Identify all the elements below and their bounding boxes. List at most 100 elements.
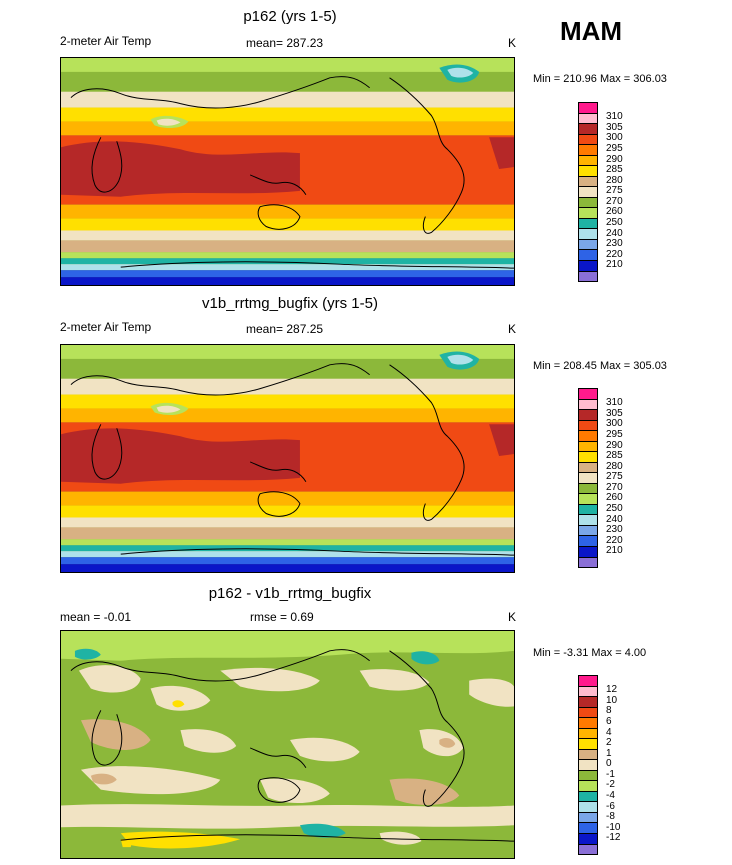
colorbar-swatch (579, 124, 597, 135)
panel3-minmax-label: Min = -3.31 Max = 4.00 (533, 647, 647, 659)
colorbar-swatch (579, 686, 597, 698)
colorbar-tick-label: -6 (606, 800, 615, 812)
colorbar-swatch (579, 781, 597, 792)
colorbar-tick-label: -2 (606, 779, 615, 791)
colorbar-swatch (579, 218, 597, 230)
colorbar-swatch (579, 760, 597, 771)
colorbar-swatch (579, 833, 597, 845)
colorbar-swatch (579, 802, 597, 813)
colorbar-swatch (579, 229, 597, 240)
colorbar-tick-label: 210 (606, 545, 623, 557)
colorbar-swatch (579, 504, 597, 516)
colorbar-tick-label: 250 (606, 217, 623, 229)
colorbar-swatch (579, 166, 597, 177)
colorbar-swatch (579, 536, 597, 547)
colorbar-swatch (579, 134, 597, 146)
colorbar-swatch (579, 410, 597, 421)
colorbar-tick-label: 10 (606, 694, 618, 706)
colorbar-swatch (579, 707, 597, 719)
colorbar-swatch (579, 462, 597, 474)
colorbar-swatch (579, 515, 597, 526)
colorbar-swatch (579, 697, 597, 708)
colorbar-swatch (579, 239, 597, 251)
colorbar-swatch (579, 452, 597, 463)
colorbar-swatch (579, 844, 597, 855)
colorbar-swatch (579, 525, 597, 537)
colorbar-swatch (579, 155, 597, 167)
colorbar-swatch (579, 260, 597, 272)
panel1-variable-label: 2-meter Air Temp (60, 34, 152, 48)
colorbar-tick-label: 4 (606, 726, 612, 738)
colorbar-tick-label: 280 (606, 460, 623, 472)
colorbar-tick-label: 12 (606, 684, 618, 696)
colorbar-tick-label: 275 (606, 185, 623, 197)
colorbar-tick-label: 280 (606, 174, 623, 186)
panel2-minmax-label: Min = 208.45 Max = 305.03 (533, 360, 667, 372)
colorbar-tick-label: 1 (606, 747, 612, 759)
colorbar-tick-label: 230 (606, 524, 623, 536)
panel1-units-label: K (508, 36, 517, 50)
colorbar-tick-label: 295 (606, 428, 623, 440)
colorbar-tick-label: 210 (606, 259, 623, 271)
colorbar-swatch (579, 208, 597, 219)
colorbar-tick-label: 250 (606, 503, 623, 515)
colorbar-tick-label: 270 (606, 195, 623, 207)
colorbar-tick-label: 230 (606, 238, 623, 250)
colorbar-tick-label: 270 (606, 481, 623, 493)
colorbar-swatch (579, 441, 597, 453)
panel2-mean-label: mean= 287.25 (246, 322, 324, 336)
panel3-rmse-label: rmse = 0.69 (250, 610, 314, 624)
colorbar-tick-label: -4 (606, 790, 615, 802)
colorbar-swatch (579, 557, 597, 568)
colorbar-swatch (579, 103, 597, 114)
colorbar-swatch (579, 494, 597, 505)
colorbar-tick-label: 6 (606, 715, 612, 727)
colorbar-swatch (579, 187, 597, 198)
panel3-colorbar (578, 675, 598, 855)
colorbar-tick-label: 290 (606, 439, 623, 451)
panel1-minmax-label: Min = 210.96 Max = 306.03 (533, 73, 667, 85)
colorbar-tick-label: 285 (606, 164, 623, 176)
panel2-units-label: K (508, 322, 517, 336)
colorbar-tick-label: 305 (606, 121, 623, 133)
colorbar-tick-label: -1 (606, 768, 615, 780)
colorbar-swatch (579, 823, 597, 834)
colorbar-swatch (579, 176, 597, 188)
colorbar-tick-label: 305 (606, 407, 623, 419)
season-label: MAM (560, 16, 623, 46)
colorbar-tick-label: 0 (606, 758, 612, 770)
colorbar-swatch (579, 791, 597, 803)
panel3-mean-label: mean = -0.01 (60, 610, 132, 624)
colorbar-tick-label: -12 (606, 832, 621, 844)
panel1-mean-label: mean= 287.23 (246, 36, 324, 50)
colorbar-swatch (579, 812, 597, 824)
panel3-units-label: K (508, 610, 517, 624)
panel1-map (60, 57, 515, 286)
colorbar-swatch (579, 473, 597, 484)
panel2-variable-label: 2-meter Air Temp (60, 320, 152, 334)
colorbar-tick-label: 275 (606, 471, 623, 483)
colorbar-tick-label: 290 (606, 153, 623, 165)
colorbar-tick-label: 300 (606, 132, 623, 144)
colorbar-tick-label: 310 (606, 397, 623, 409)
panel2-colorbar (578, 388, 598, 568)
colorbar-tick-label: 260 (606, 492, 623, 504)
colorbar-swatch (579, 145, 597, 156)
panel2-title: v1b_rrtmg_bugfix (yrs 1-5) (202, 295, 378, 312)
colorbar-swatch (579, 718, 597, 729)
colorbar-swatch (579, 250, 597, 261)
panel2-map (60, 344, 515, 573)
colorbar-tick-label: 240 (606, 227, 623, 239)
colorbar-swatch (579, 546, 597, 558)
colorbar-swatch (579, 739, 597, 750)
colorbar-tick-label: 220 (606, 248, 623, 260)
colorbar-swatch (579, 389, 597, 400)
panel3-title: p162 - v1b_rrtmg_bugfix (208, 585, 372, 602)
colorbar-tick-label: 300 (606, 418, 623, 430)
colorbar-tick-label: 285 (606, 450, 623, 462)
colorbar-swatch (579, 431, 597, 442)
colorbar-swatch (579, 420, 597, 432)
colorbar-tick-label: 310 (606, 111, 623, 123)
colorbar-swatch (579, 676, 597, 687)
colorbar-tick-label: 220 (606, 534, 623, 546)
